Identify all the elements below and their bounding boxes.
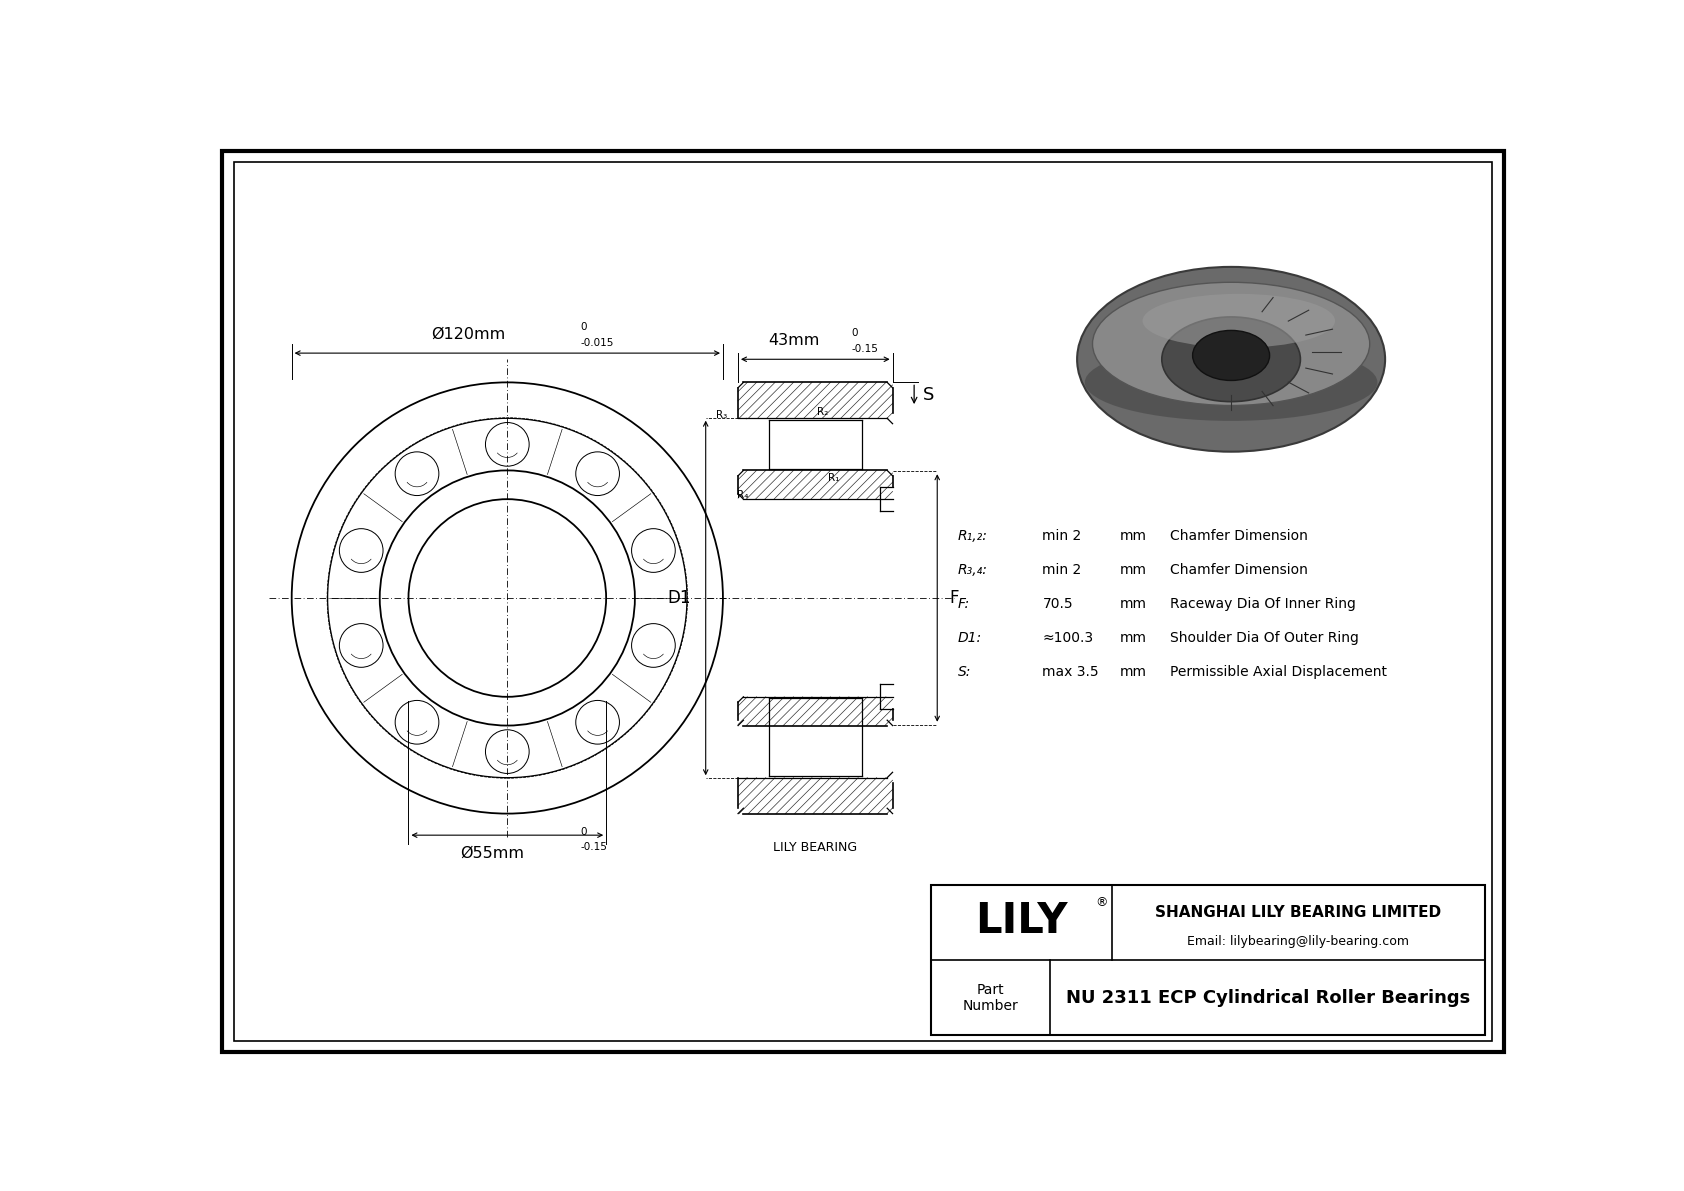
Text: D1:: D1: <box>958 631 982 646</box>
Bar <box>931 885 1485 1035</box>
Text: Ø55mm: Ø55mm <box>460 846 524 861</box>
Text: Shoulder Dia Of Outer Ring: Shoulder Dia Of Outer Ring <box>1169 631 1359 646</box>
Text: LILY: LILY <box>975 900 1068 942</box>
Text: max 3.5: max 3.5 <box>1042 665 1100 679</box>
Text: S: S <box>923 386 935 404</box>
Text: ≈100.3: ≈100.3 <box>1042 631 1093 646</box>
Text: SHANGHAI LILY BEARING LIMITED: SHANGHAI LILY BEARING LIMITED <box>1155 905 1442 919</box>
Text: mm: mm <box>1120 631 1147 646</box>
Text: 0: 0 <box>852 328 859 338</box>
Ellipse shape <box>1162 317 1300 401</box>
Text: R₃,₄:: R₃,₄: <box>958 563 987 578</box>
Text: min 2: min 2 <box>1042 563 1081 578</box>
Text: Chamfer Dimension: Chamfer Dimension <box>1169 563 1307 578</box>
Text: mm: mm <box>1120 665 1147 679</box>
Text: F:: F: <box>958 597 970 611</box>
Text: Ø120mm: Ø120mm <box>431 326 505 342</box>
Text: mm: mm <box>1120 597 1147 611</box>
Text: 70.5: 70.5 <box>1042 597 1073 611</box>
Text: NU 2311 ECP Cylindrical Roller Bearings: NU 2311 ECP Cylindrical Roller Bearings <box>1066 989 1470 1006</box>
Text: min 2: min 2 <box>1042 529 1081 543</box>
Text: R₂: R₂ <box>817 407 829 417</box>
Text: mm: mm <box>1120 529 1147 543</box>
Text: S:: S: <box>958 665 972 679</box>
Text: Part
Number: Part Number <box>963 983 1019 1012</box>
Text: R₃: R₃ <box>716 410 727 420</box>
Ellipse shape <box>1093 282 1369 405</box>
Text: D1: D1 <box>667 590 690 607</box>
Ellipse shape <box>1084 344 1378 420</box>
Text: R₁: R₁ <box>829 473 840 484</box>
Text: Email: lilybearing@lily-bearing.com: Email: lilybearing@lily-bearing.com <box>1187 935 1410 948</box>
Text: ®: ® <box>1096 896 1108 909</box>
Text: 43mm: 43mm <box>768 332 820 348</box>
Text: -0.015: -0.015 <box>581 338 615 348</box>
Text: -0.15: -0.15 <box>852 344 879 354</box>
Text: 0: 0 <box>581 322 588 331</box>
Text: R₄: R₄ <box>736 490 748 500</box>
Text: mm: mm <box>1120 563 1147 578</box>
Text: F: F <box>950 590 958 607</box>
Text: R₁,₂:: R₁,₂: <box>958 529 987 543</box>
Ellipse shape <box>1142 294 1335 348</box>
Text: -0.15: -0.15 <box>581 842 608 852</box>
Text: Chamfer Dimension: Chamfer Dimension <box>1169 529 1307 543</box>
Text: Permissible Axial Displacement: Permissible Axial Displacement <box>1169 665 1386 679</box>
Text: 0: 0 <box>581 827 588 837</box>
Text: Raceway Dia Of Inner Ring: Raceway Dia Of Inner Ring <box>1169 597 1356 611</box>
Ellipse shape <box>1078 267 1386 451</box>
Ellipse shape <box>1192 330 1270 380</box>
Text: LILY BEARING: LILY BEARING <box>773 841 857 854</box>
